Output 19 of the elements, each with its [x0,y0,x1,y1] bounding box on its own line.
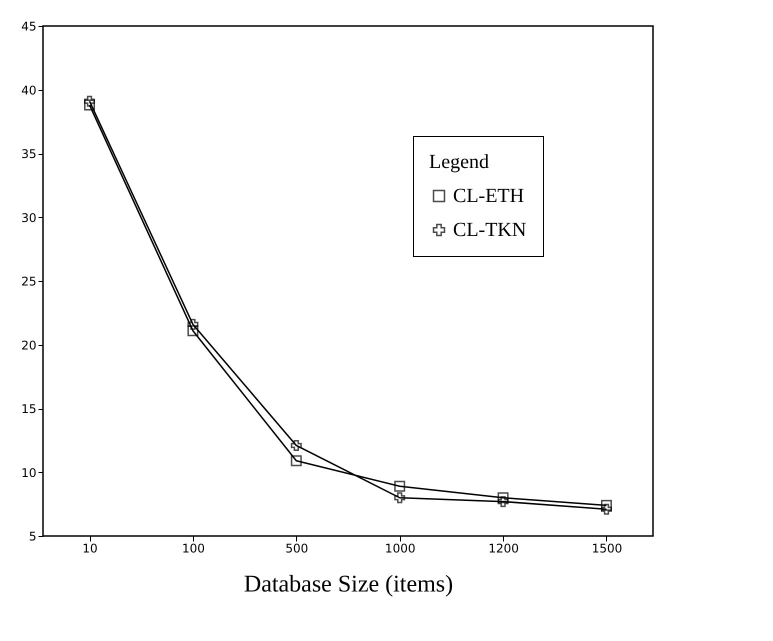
x-tick-label: 10 [82,542,98,556]
y-tick-label: 30 [21,210,36,225]
x-axis-title: Database Size (items) [244,572,454,598]
y-tick-label: 45 [21,20,36,34]
x-tick-label: 1000 [384,542,416,556]
y-tick-label: 25 [21,274,36,288]
y-tick-label: 15 [21,402,36,416]
y-tick-label: 40 [21,83,36,98]
legend-label: CL-ETH [453,185,524,207]
y-tick-label: 10 [21,466,36,480]
legend-label: CL-TKN [453,219,526,241]
y-tick-label: 5 [28,530,36,544]
x-tick-label: 500 [285,542,308,556]
y-tick-label: 35 [21,147,36,161]
y-tick-label: 20 [21,338,36,352]
legend-title: Legend [429,151,489,173]
x-tick-label: 100 [182,542,205,556]
x-tick-label: 1500 [592,542,622,556]
x-tick-label: 1200 [488,542,519,556]
